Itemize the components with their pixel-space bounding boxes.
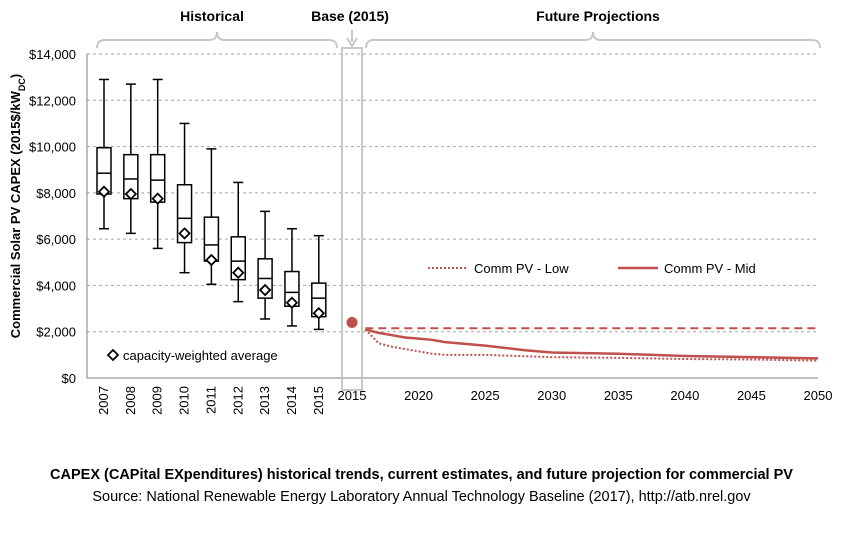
box-iqr <box>176 184 193 244</box>
legend-label-mid: Comm PV - Mid <box>664 261 756 276</box>
capacity-weighted-avg-marker <box>124 187 138 201</box>
y-tick-label: $0 <box>62 371 76 386</box>
base-arrow-head <box>346 37 358 48</box>
section-label-base: Base (2015) <box>311 8 389 24</box>
historical-brace <box>96 31 338 49</box>
capacity-weighted-avg-marker <box>151 192 164 205</box>
x-tick-label-historical: 2009 <box>150 386 165 415</box>
x-tick-label-projection: 2040 <box>670 388 699 403</box>
series-line-comm-pv-mid <box>364 328 819 360</box>
capacity-weighted-avg-marker <box>258 283 272 297</box>
base-point <box>346 316 358 328</box>
legend-label-low: Comm PV - Low <box>474 261 569 276</box>
capacity-weighted-avg-marker <box>312 306 326 320</box>
capacity-weighted-avg-marker <box>205 253 218 267</box>
y-tick-label: $14,000 <box>29 47 76 62</box>
x-tick-label-historical: 2008 <box>123 386 138 415</box>
box-iqr <box>230 236 246 281</box>
x-tick-label-projection: 2045 <box>737 388 766 403</box>
avg-legend-marker <box>106 348 120 362</box>
y-tick-label: $6,000 <box>36 232 76 247</box>
chart-source: Source: National Renewable Energy Labora… <box>92 489 751 505</box>
section-label-future: Future Projections <box>536 8 660 24</box>
future-brace <box>365 31 821 49</box>
x-tick-label-projection: 2050 <box>804 388 833 403</box>
capacity-weighted-avg-marker <box>178 227 191 240</box>
y-tick-label: $4,000 <box>36 278 76 293</box>
x-tick-label-projection: 2035 <box>604 388 633 403</box>
y-axis-title: Commercial Solar PV CAPEX (2015$/kWDC) <box>8 74 27 338</box>
x-tick-label-projection: 2020 <box>404 388 433 403</box>
x-tick-label-historical: 2015 <box>311 386 326 415</box>
capacity-weighted-avg-marker <box>285 296 299 310</box>
avg-legend-label: capacity-weighted average <box>123 348 278 363</box>
capacity-weighted-avg-marker <box>97 185 111 198</box>
y-tick-label: $2,000 <box>36 325 76 340</box>
x-tick-label-projection: 2015 <box>338 388 367 403</box>
section-label-historical: Historical <box>180 8 244 24</box>
x-tick-label-projection: 2025 <box>471 388 500 403</box>
y-tick-label: $12,000 <box>29 93 76 108</box>
y-tick-label: $8,000 <box>36 186 76 201</box>
x-tick-label-historical: 2010 <box>177 386 192 415</box>
x-tick-label-historical: 2013 <box>257 386 272 415</box>
x-tick-label-projection: 2030 <box>537 388 566 403</box>
x-tick-label-historical: 2011 <box>203 386 218 414</box>
capacity-weighted-avg-marker <box>231 266 245 279</box>
chart-title: CAPEX (CAPital EXpenditures) historical … <box>50 467 793 483</box>
x-tick-label-historical: 2007 <box>96 386 111 415</box>
x-tick-label-historical: 2014 <box>284 386 299 415</box>
y-tick-label: $10,000 <box>29 140 76 155</box>
series-line-comm-pv-low <box>364 328 819 362</box>
base-highlight-box <box>341 47 363 391</box>
x-tick-label-historical: 2012 <box>230 386 245 415</box>
